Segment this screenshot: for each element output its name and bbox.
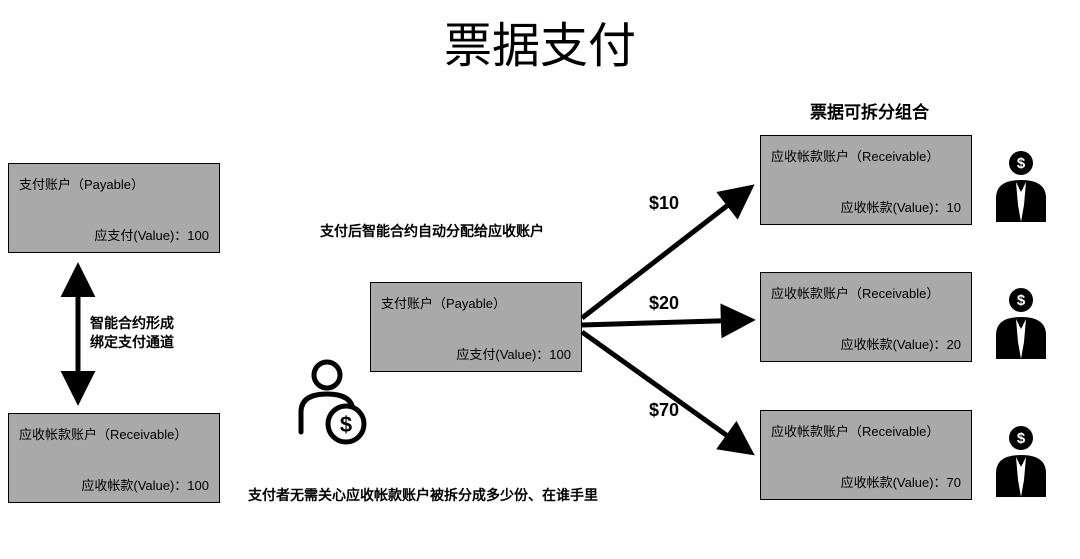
box-recv-2-title: 应收帐款账户（Receivable） — [771, 283, 939, 302]
user-coin-icon: $ — [293, 358, 373, 451]
arrow-to-recv3 — [582, 332, 750, 452]
box-left-payable-title: 支付账户（Payable） — [19, 174, 144, 193]
subtitle-split-combine: 票据可拆分组合 — [810, 98, 929, 123]
box-center-payable-value: 应支付(Value)：100 — [456, 344, 571, 363]
arrow-to-recv2 — [582, 320, 750, 325]
box-recv-1: 应收帐款账户（Receivable） 应收帐款(Value)：10 — [760, 135, 972, 225]
box-recv-3-value: 应收帐款(Value)：70 — [841, 472, 961, 491]
box-left-receivable: 应收帐款账户（Receivable） 应收帐款(Value)：100 — [8, 413, 220, 503]
box-recv-2: 应收帐款账户（Receivable） 应收帐款(Value)：20 — [760, 272, 972, 362]
amount-1: $10 — [649, 193, 679, 214]
box-recv-3: 应收帐款账户（Receivable） 应收帐款(Value)：70 — [760, 410, 972, 500]
box-center-payable: 支付账户（Payable） 应支付(Value)：100 — [370, 282, 582, 372]
box-center-payable-title: 支付账户（Payable） — [381, 293, 506, 312]
box-recv-3-title: 应收帐款账户（Receivable） — [771, 421, 939, 440]
businessman-icon-3: $ — [990, 425, 1052, 497]
box-left-payable-value: 应支付(Value)：100 — [94, 225, 209, 244]
page-title: 票据支付 — [0, 6, 1080, 76]
businessman-icon-2: $ — [990, 287, 1052, 359]
svg-text:$: $ — [340, 412, 352, 437]
amount-2: $20 — [649, 293, 679, 314]
box-recv-1-value: 应收帐款(Value)：10 — [841, 197, 961, 216]
amount-3: $70 — [649, 400, 679, 421]
box-left-receivable-value: 应收帐款(Value)：100 — [81, 475, 209, 494]
svg-text:$: $ — [1017, 292, 1026, 309]
note-center-bottom: 支付者无需关心应收帐款账户被拆分成多少份、在谁手里 — [248, 485, 598, 505]
svg-text:$: $ — [1017, 155, 1026, 172]
box-recv-1-title: 应收帐款账户（Receivable） — [771, 146, 939, 165]
note-center-top: 支付后智能合约自动分配给应收账户 — [320, 221, 544, 241]
box-recv-2-value: 应收帐款(Value)：20 — [841, 334, 961, 353]
box-left-payable: 支付账户（Payable） 应支付(Value)：100 — [8, 163, 220, 253]
note-left-smart-contract: 智能合约形成 绑定支付通道 — [90, 314, 174, 352]
businessman-icon-1: $ — [990, 150, 1052, 222]
svg-text:$: $ — [1017, 430, 1026, 447]
box-left-receivable-title: 应收帐款账户（Receivable） — [19, 424, 187, 443]
